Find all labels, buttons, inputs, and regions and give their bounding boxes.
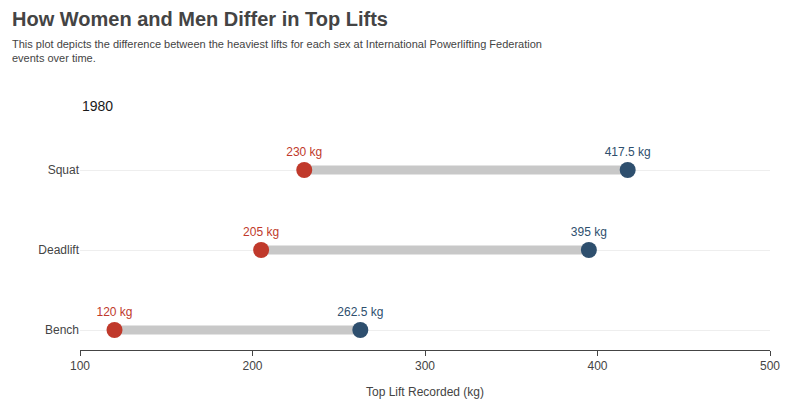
svg-text:1980: 1980 bbox=[82, 98, 113, 114]
svg-text:200: 200 bbox=[242, 359, 262, 373]
svg-text:Deadlift: Deadlift bbox=[38, 243, 79, 257]
svg-text:How Women and Men Differ in To: How Women and Men Differ in Top Lifts bbox=[12, 8, 388, 30]
svg-text:This plot depicts the differen: This plot depicts the difference between… bbox=[12, 38, 542, 64]
svg-text:Top Lift Recorded (kg): Top Lift Recorded (kg) bbox=[366, 385, 484, 399]
svg-text:417.5 kg: 417.5 kg bbox=[605, 145, 651, 159]
svg-text:Squat: Squat bbox=[48, 163, 80, 177]
svg-text:205 kg: 205 kg bbox=[243, 225, 279, 239]
svg-text:120 kg: 120 kg bbox=[96, 305, 132, 319]
svg-text:395 kg: 395 kg bbox=[571, 225, 607, 239]
svg-text:Bench: Bench bbox=[45, 323, 79, 337]
svg-text:300: 300 bbox=[415, 359, 435, 373]
svg-text:400: 400 bbox=[587, 359, 607, 373]
svg-text:262.5 kg: 262.5 kg bbox=[337, 305, 383, 319]
svg-text:230 kg: 230 kg bbox=[286, 145, 322, 159]
svg-text:100: 100 bbox=[70, 359, 90, 373]
svg-text:500: 500 bbox=[760, 359, 780, 373]
